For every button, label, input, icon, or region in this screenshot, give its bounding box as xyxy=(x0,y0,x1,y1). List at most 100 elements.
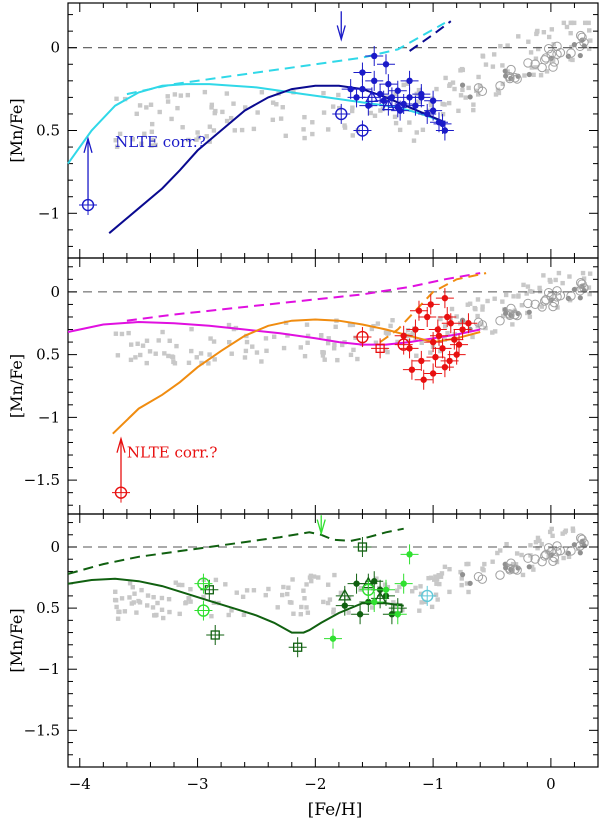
comparison-point xyxy=(304,322,310,327)
comparison-point xyxy=(458,569,463,575)
comparison-point xyxy=(549,552,560,563)
comparison-point xyxy=(492,329,498,334)
comparison-point xyxy=(310,120,315,125)
comparison-point xyxy=(522,73,527,78)
comparison-point xyxy=(338,590,344,596)
comparison-point xyxy=(149,121,155,127)
comparison-point xyxy=(167,338,172,343)
comparison-point xyxy=(531,567,536,572)
x-tick-label: −1 xyxy=(422,775,444,793)
comparison-point xyxy=(259,90,265,95)
comparison-point xyxy=(382,582,388,587)
comparison-point xyxy=(495,316,505,326)
comparison-point xyxy=(169,354,175,359)
comparison-point xyxy=(466,85,471,91)
comparison-point xyxy=(195,130,200,135)
data-point xyxy=(381,98,395,111)
comparison-point xyxy=(325,600,331,606)
comparison-point xyxy=(318,333,324,338)
data-point xyxy=(380,97,387,104)
comparison-point xyxy=(302,114,307,120)
comparison-point xyxy=(587,28,592,33)
series-dark-green-model-dashed- xyxy=(67,527,404,575)
comparison-point xyxy=(196,135,201,140)
comparison-point xyxy=(209,105,214,110)
comparison-point xyxy=(302,596,307,601)
data-point xyxy=(418,90,425,98)
comparison-point xyxy=(537,289,543,294)
comparison-point xyxy=(434,86,439,92)
comparison-point xyxy=(466,589,471,595)
data-point xyxy=(329,635,337,642)
y-tick-label: 0.5 xyxy=(36,599,60,617)
comparison-point xyxy=(134,111,139,117)
comparison-point xyxy=(500,299,505,304)
comparison-point xyxy=(586,20,591,26)
comparison-point xyxy=(516,293,521,298)
comparison-point xyxy=(408,107,414,112)
comparison-point xyxy=(280,105,285,110)
comparison-point xyxy=(133,355,138,360)
comparison-point xyxy=(443,75,448,81)
comparison-point xyxy=(220,109,225,115)
comparison-point xyxy=(153,613,158,618)
comparison-point xyxy=(465,302,471,307)
comparison-point xyxy=(368,110,373,116)
comparison-point xyxy=(533,539,539,545)
comparison-point xyxy=(226,322,232,328)
comparison-point xyxy=(525,284,531,289)
data-point xyxy=(359,69,366,76)
comparison-point xyxy=(575,546,581,552)
comparison-point xyxy=(325,340,331,346)
comparison-point xyxy=(171,359,176,365)
comparison-point xyxy=(173,580,178,585)
comparison-point xyxy=(555,290,566,301)
comparison-point xyxy=(428,102,434,108)
data-point xyxy=(412,326,419,333)
data-point xyxy=(353,580,360,587)
series-orange-model-solid- xyxy=(112,318,481,435)
data-point xyxy=(365,90,379,103)
comparison-point xyxy=(333,324,338,330)
panel-bottom: −4 −3 −2 −1 0 0 0.5 −1 −1.5 [Mn/Fe] xyxy=(7,513,599,793)
comparison-point xyxy=(335,357,340,363)
comparison-point xyxy=(331,607,336,612)
comparison-point xyxy=(336,92,341,98)
comparison-point xyxy=(134,610,139,615)
comparison-point xyxy=(160,329,165,335)
comparison-point xyxy=(330,104,336,109)
comparison-point xyxy=(459,82,466,88)
comparison-point xyxy=(543,287,554,298)
comparison-point xyxy=(383,347,388,353)
comparison-point xyxy=(320,349,325,355)
data-point xyxy=(429,97,437,104)
comparison-point xyxy=(301,127,306,132)
comparison-point xyxy=(149,129,155,134)
comparison-point xyxy=(405,81,410,86)
comparison-point xyxy=(556,270,562,276)
comparison-point xyxy=(331,610,336,615)
comparison-point xyxy=(290,577,295,582)
comparison-point xyxy=(132,591,137,596)
comparison-point xyxy=(536,46,541,52)
y-tick-label: −1.5 xyxy=(24,721,60,739)
comparison-point xyxy=(543,543,554,553)
comparison-point xyxy=(169,116,174,122)
comparison-point xyxy=(194,355,199,360)
comparison-point xyxy=(375,321,381,326)
comparison-point xyxy=(541,294,551,305)
comparison-point xyxy=(153,351,158,356)
comparison-point xyxy=(144,360,149,366)
comparison-point xyxy=(475,297,481,302)
comparison-point xyxy=(526,309,532,315)
comparison-point xyxy=(144,338,150,343)
comparison-point xyxy=(180,582,185,588)
comparison-point xyxy=(270,117,276,123)
data-point xyxy=(382,586,390,593)
data-point xyxy=(439,345,446,352)
comparison-point xyxy=(438,348,443,354)
comparison-point xyxy=(405,327,411,333)
comparison-point xyxy=(472,305,477,311)
comparison-point xyxy=(544,69,550,74)
data-point xyxy=(406,551,413,558)
